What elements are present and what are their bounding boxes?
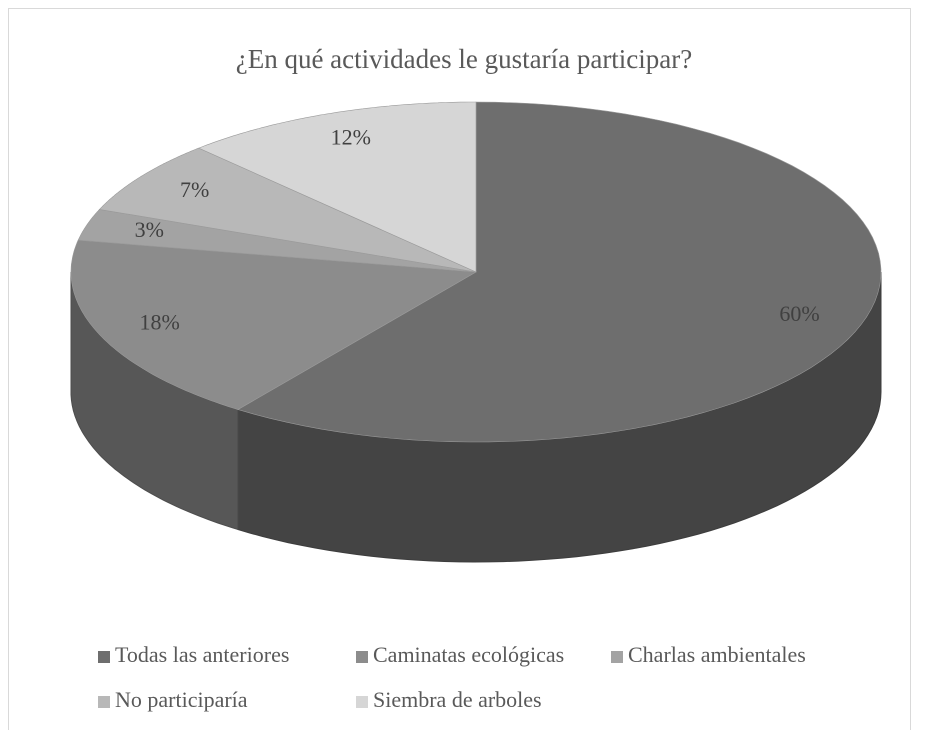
chart-title: ¿En qué actividades le gustaría particip… bbox=[236, 44, 693, 74]
legend-label: Todas las anteriores bbox=[115, 642, 289, 667]
pie-slice bbox=[198, 101, 477, 273]
data-label: 7% bbox=[180, 177, 209, 202]
legend-swatch bbox=[356, 651, 368, 663]
chart-border bbox=[8, 8, 911, 730]
pie-slice bbox=[237, 101, 882, 443]
legend-swatch bbox=[611, 651, 623, 663]
data-label: 12% bbox=[331, 124, 371, 149]
legend-label: Caminatas ecológicas bbox=[373, 642, 564, 667]
legend-label: No participaría bbox=[115, 687, 248, 712]
legend-label: Siembra de arboles bbox=[373, 687, 542, 712]
legend-swatch bbox=[98, 696, 110, 708]
pie-slice bbox=[98, 147, 477, 273]
data-label: 60% bbox=[779, 301, 819, 326]
legend-swatch bbox=[356, 696, 368, 708]
legend-swatch bbox=[98, 651, 110, 663]
legend-label: Charlas ambientales bbox=[628, 642, 806, 667]
pie-slice bbox=[70, 239, 477, 410]
data-label: 3% bbox=[135, 217, 164, 242]
data-label: 18% bbox=[140, 310, 180, 335]
pie-slice bbox=[77, 209, 477, 273]
